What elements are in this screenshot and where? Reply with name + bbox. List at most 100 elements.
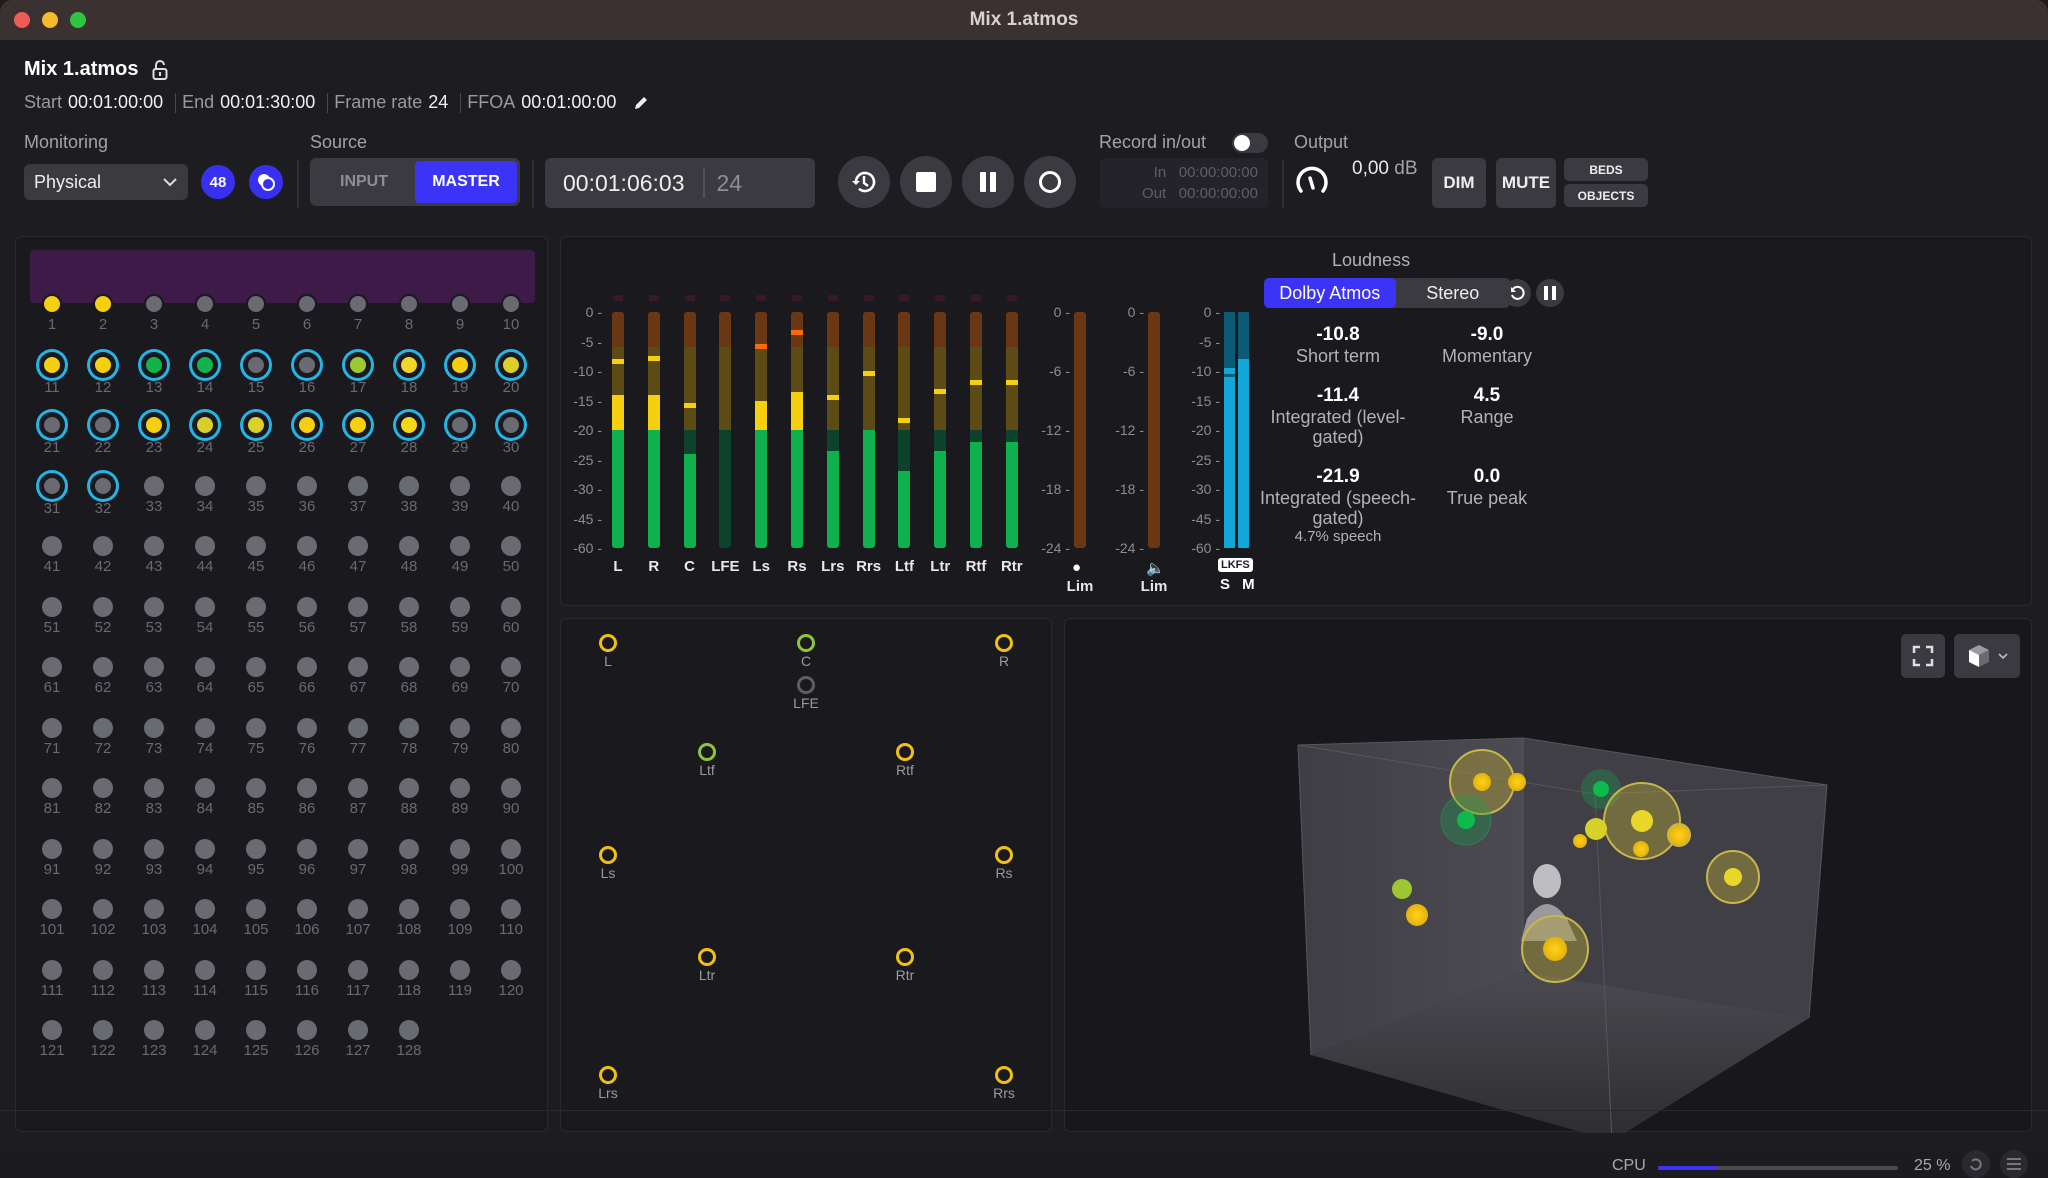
object-53[interactable]: 53 bbox=[134, 596, 174, 636]
object-64[interactable]: 64 bbox=[185, 657, 225, 696]
object-88[interactable]: 88 bbox=[389, 778, 429, 817]
binaural-toggle-button[interactable] bbox=[249, 165, 283, 199]
object-93[interactable]: 93 bbox=[134, 838, 174, 878]
object-52[interactable]: 52 bbox=[83, 596, 123, 636]
object-124[interactable]: 124 bbox=[185, 1020, 225, 1059]
object-86[interactable]: 86 bbox=[287, 778, 327, 817]
object-97[interactable]: 97 bbox=[338, 838, 378, 878]
object-83[interactable]: 83 bbox=[134, 778, 174, 817]
object-3[interactable]: 3 bbox=[134, 294, 174, 333]
loudness-reset-button[interactable] bbox=[1503, 279, 1531, 307]
object-111[interactable]: 111 bbox=[32, 959, 72, 999]
object-20[interactable]: 20 bbox=[491, 354, 531, 396]
clip-indicator[interactable] bbox=[720, 295, 731, 301]
timecode-display[interactable]: 00:01:06:03 24 bbox=[545, 158, 815, 208]
speaker-Rs[interactable]: Rs bbox=[984, 846, 1024, 881]
object-48[interactable]: 48 bbox=[389, 536, 429, 575]
clip-indicator[interactable] bbox=[684, 295, 695, 301]
tab-dolby-atmos[interactable]: Dolby Atmos bbox=[1264, 278, 1396, 308]
monitoring-dropdown[interactable]: Physical bbox=[24, 164, 188, 200]
mute-button[interactable]: MUTE bbox=[1496, 158, 1556, 208]
object-42[interactable]: 42 bbox=[83, 536, 123, 575]
object-4[interactable]: 4 bbox=[185, 294, 225, 333]
menu-button[interactable] bbox=[2000, 1150, 2028, 1178]
object-43[interactable]: 43 bbox=[134, 536, 174, 575]
stop-button[interactable] bbox=[900, 156, 952, 208]
object-13[interactable]: 13 bbox=[134, 354, 174, 396]
object-60[interactable]: 60 bbox=[491, 596, 531, 636]
object-63[interactable]: 63 bbox=[134, 657, 174, 696]
sample-rate-badge[interactable]: 48 bbox=[201, 165, 235, 199]
tab-stereo[interactable]: Stereo bbox=[1426, 282, 1480, 303]
speaker-R[interactable]: R bbox=[984, 634, 1024, 669]
object-32[interactable]: 32 bbox=[83, 475, 123, 517]
object-46[interactable]: 46 bbox=[287, 536, 327, 575]
object-100[interactable]: 100 bbox=[491, 838, 531, 878]
maximize-window-button[interactable] bbox=[70, 12, 86, 28]
object-98[interactable]: 98 bbox=[389, 838, 429, 878]
object-114[interactable]: 114 bbox=[185, 959, 225, 999]
loudness-pause-button[interactable] bbox=[1536, 279, 1564, 307]
object-108[interactable]: 108 bbox=[389, 899, 429, 938]
object-115[interactable]: 115 bbox=[236, 959, 276, 999]
object-122[interactable]: 122 bbox=[83, 1020, 123, 1059]
object-78[interactable]: 78 bbox=[389, 717, 429, 757]
object-75[interactable]: 75 bbox=[236, 717, 276, 757]
object-118[interactable]: 118 bbox=[389, 959, 429, 999]
object-31[interactable]: 31 bbox=[32, 475, 72, 517]
object-37[interactable]: 37 bbox=[338, 475, 378, 515]
object-35[interactable]: 35 bbox=[236, 475, 276, 515]
object-33[interactable]: 33 bbox=[134, 475, 174, 515]
object-112[interactable]: 112 bbox=[83, 959, 123, 999]
object-40[interactable]: 40 bbox=[491, 475, 531, 515]
object-55[interactable]: 55 bbox=[236, 596, 276, 636]
object-104[interactable]: 104 bbox=[185, 899, 225, 938]
object-119[interactable]: 119 bbox=[440, 959, 480, 999]
object-15[interactable]: 15 bbox=[236, 354, 276, 396]
object-45[interactable]: 45 bbox=[236, 536, 276, 575]
object-23[interactable]: 23 bbox=[134, 415, 174, 456]
object-85[interactable]: 85 bbox=[236, 778, 276, 817]
pause-button[interactable] bbox=[962, 156, 1014, 208]
record-in-out-toggle[interactable] bbox=[1232, 133, 1268, 153]
object-66[interactable]: 66 bbox=[287, 657, 327, 696]
object-99[interactable]: 99 bbox=[440, 838, 480, 878]
object-89[interactable]: 89 bbox=[440, 778, 480, 817]
object-9[interactable]: 9 bbox=[440, 294, 480, 333]
object-81[interactable]: 81 bbox=[32, 778, 72, 817]
object-110[interactable]: 110 bbox=[491, 899, 531, 938]
speaker-Lrs[interactable]: Lrs bbox=[588, 1066, 628, 1101]
object-50[interactable]: 50 bbox=[491, 536, 531, 575]
object-74[interactable]: 74 bbox=[185, 717, 225, 757]
object-38[interactable]: 38 bbox=[389, 475, 429, 515]
object-107[interactable]: 107 bbox=[338, 899, 378, 938]
object-51[interactable]: 51 bbox=[32, 596, 72, 636]
object-76[interactable]: 76 bbox=[287, 717, 327, 757]
object-103[interactable]: 103 bbox=[134, 899, 174, 938]
object-109[interactable]: 109 bbox=[440, 899, 480, 938]
clip-indicator[interactable] bbox=[613, 295, 623, 301]
object-21[interactable]: 21 bbox=[32, 415, 72, 456]
output-gain-knob[interactable] bbox=[1292, 160, 1332, 200]
object-113[interactable]: 113 bbox=[134, 959, 174, 999]
object-56[interactable]: 56 bbox=[287, 596, 327, 636]
object-1[interactable]: 1 bbox=[32, 294, 72, 333]
object-29[interactable]: 29 bbox=[440, 415, 480, 456]
clip-indicator[interactable] bbox=[935, 295, 946, 301]
object-57[interactable]: 57 bbox=[338, 596, 378, 636]
clip-indicator[interactable] bbox=[971, 295, 981, 301]
record-out-value[interactable]: 00:00:00:00 bbox=[1178, 185, 1258, 202]
object-39[interactable]: 39 bbox=[440, 475, 480, 515]
object-16[interactable]: 16 bbox=[287, 354, 327, 396]
speaker-C[interactable]: C bbox=[786, 634, 826, 669]
speaker-Ltf[interactable]: Ltf bbox=[687, 743, 727, 778]
beds-button[interactable]: BEDS bbox=[1564, 158, 1648, 181]
lkfs-badge[interactable]: LKFS bbox=[1218, 558, 1253, 572]
speaker-Ltr[interactable]: Ltr bbox=[687, 948, 727, 983]
object-96[interactable]: 96 bbox=[287, 838, 327, 878]
object-123[interactable]: 123 bbox=[134, 1020, 174, 1059]
object-19[interactable]: 19 bbox=[440, 354, 480, 396]
refresh-button[interactable] bbox=[1962, 1150, 1990, 1178]
object-58[interactable]: 58 bbox=[389, 596, 429, 636]
object-24[interactable]: 24 bbox=[185, 415, 225, 456]
